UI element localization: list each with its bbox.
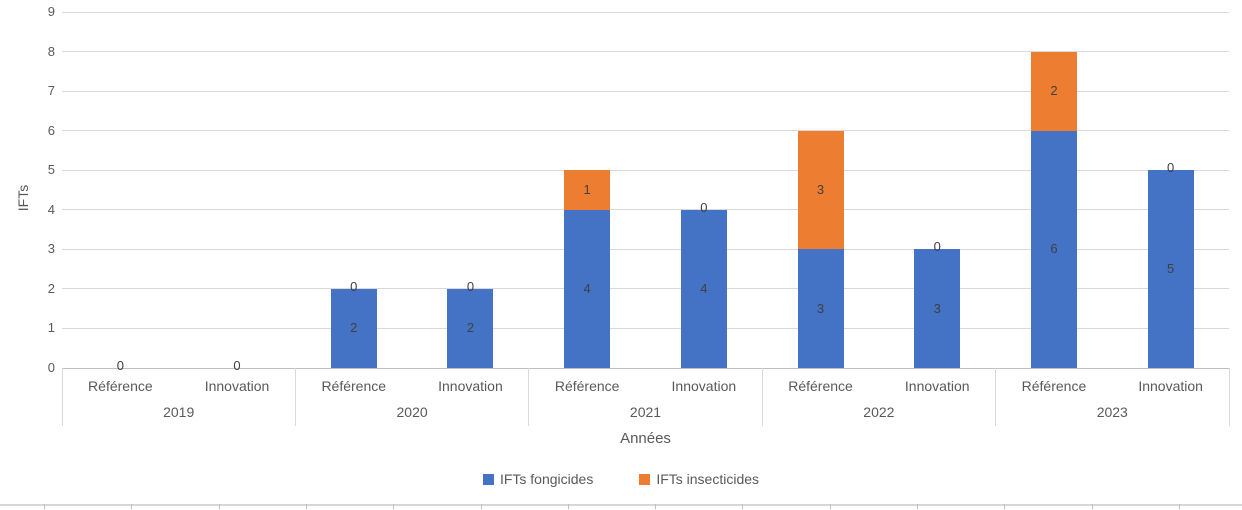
bar-segment-insecticides [1030, 51, 1077, 131]
bar-segment-fongicides [797, 249, 844, 368]
bar-segment-fongicides [330, 288, 377, 368]
data-label-zero: 0 [933, 239, 941, 255]
data-label-fongicides: 5 [1167, 261, 1175, 277]
data-label-insecticides: 3 [816, 182, 825, 197]
subcategory-label: Référence [554, 378, 620, 394]
y-tick-label: 3 [47, 241, 55, 257]
year-label: 2021 [629, 404, 662, 420]
legend-item: IFTs insecticides [639, 471, 759, 487]
worksheet-column-tick [44, 504, 45, 509]
subcategory-label: Référence [788, 378, 853, 394]
gridline [62, 288, 1229, 290]
group-separator [528, 368, 530, 426]
data-label-fongicides: 2 [466, 320, 475, 336]
group-separator [995, 368, 997, 426]
data-label-fongicides: 6 [1050, 241, 1058, 257]
bar-segment-fongicides [1030, 130, 1077, 368]
data-label-zero: 0 [116, 358, 124, 373]
worksheet-column-tick [393, 504, 394, 509]
worksheet-column-tick [742, 504, 743, 509]
year-label: 2019 [163, 404, 195, 420]
group-separator [294, 368, 296, 426]
legend: IFTs fongicides IFTs insecticides [0, 471, 1242, 487]
bar-segment-fongicides [447, 288, 494, 368]
worksheet-edge-line [0, 504, 1242, 506]
legend-swatch-icon [639, 473, 651, 485]
gridline [62, 209, 1229, 211]
data-label-zero: 0 [350, 278, 358, 294]
worksheet-column-tick [481, 504, 482, 509]
bar-segment-fongicides [1147, 170, 1194, 368]
group-separator [61, 368, 63, 426]
data-label-zero: 0 [466, 278, 475, 294]
data-label-fongicides: 2 [350, 320, 358, 336]
y-tick-label: 7 [47, 83, 55, 99]
y-tick-label: 5 [47, 162, 55, 178]
gridline [62, 90, 1229, 92]
bar-segment-fongicides [564, 209, 611, 368]
gridline [62, 327, 1229, 329]
x-axis-line [62, 367, 1229, 369]
year-label: 2020 [396, 404, 428, 420]
subcategory-label: Innovation [1138, 378, 1203, 394]
subcategory-label: Référence [321, 378, 387, 394]
worksheet-column-tick [306, 504, 307, 509]
y-tick-label: 0 [47, 360, 55, 375]
group-separator [1228, 368, 1230, 426]
group-separator [761, 368, 763, 426]
subcategory-label: Innovation [904, 378, 970, 394]
bar-segment-insecticides [797, 130, 844, 250]
y-tick-label: 2 [47, 280, 55, 296]
data-label-fongicides: 3 [816, 300, 825, 316]
subcategory-label: Innovation [204, 378, 270, 394]
worksheet-column-tick [219, 504, 220, 509]
data-label-fongicides: 4 [583, 280, 591, 296]
data-label-fongicides: 3 [933, 300, 941, 316]
gridline [62, 51, 1229, 53]
data-label-insecticides: 2 [1050, 83, 1058, 99]
bar-segment-fongicides [680, 209, 727, 368]
legend-label: IFTs insecticides [656, 471, 760, 487]
worksheet-column-tick [830, 504, 831, 509]
worksheet-column-tick [1179, 504, 1180, 509]
bar-segment-fongicides [914, 249, 961, 368]
data-label-zero: 0 [1167, 160, 1175, 176]
x-axis-title: Années [620, 430, 671, 447]
bar-segment-insecticides [564, 170, 611, 210]
gridline [62, 248, 1229, 250]
y-tick-label: 6 [47, 122, 55, 138]
y-tick-label: 9 [47, 4, 55, 19]
data-label-zero: 0 [233, 358, 241, 373]
data-label-insecticides: 1 [583, 182, 591, 197]
legend-item: IFTs fongicides [482, 471, 594, 487]
worksheet-column-tick [917, 504, 918, 509]
data-label-zero: 0 [700, 199, 708, 215]
subcategory-label: Innovation [671, 378, 737, 394]
worksheet-column-tick [655, 504, 656, 509]
y-tick-label: 8 [47, 43, 55, 59]
year-label: 2023 [1096, 404, 1128, 420]
worksheet-column-tick [1092, 504, 1093, 509]
legend-label: IFTs fongicides [499, 471, 594, 487]
worksheet-column-tick [131, 504, 132, 509]
worksheet-column-tick [568, 504, 569, 509]
year-label: 2022 [863, 404, 895, 420]
gridline [62, 169, 1229, 171]
worksheet-column-tick [1004, 504, 1005, 509]
data-label-fongicides: 4 [700, 280, 708, 296]
gridline [62, 130, 1229, 132]
gridline [62, 11, 1229, 13]
subcategory-label: Référence [1021, 378, 1087, 394]
y-tick-label: 4 [47, 201, 55, 217]
subcategory-label: Référence [88, 378, 153, 394]
legend-swatch-icon [482, 473, 494, 485]
y-tick-label: 1 [47, 320, 55, 336]
subcategory-label: Innovation [438, 378, 503, 394]
